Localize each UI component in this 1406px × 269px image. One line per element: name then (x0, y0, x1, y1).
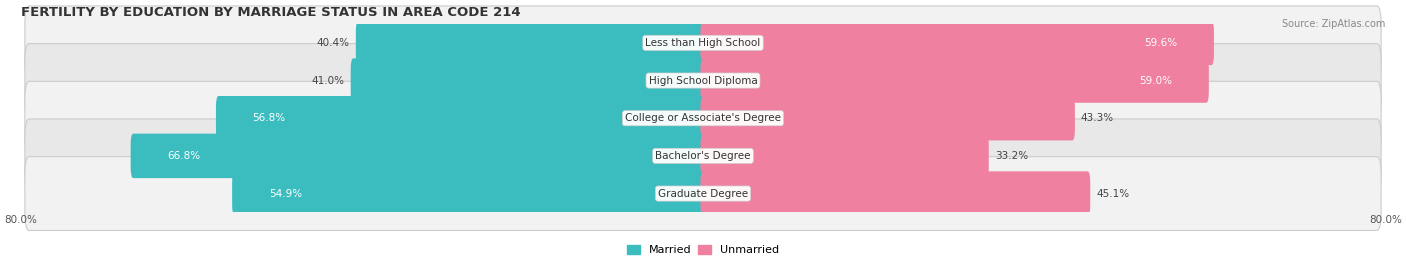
FancyBboxPatch shape (350, 58, 706, 103)
Text: 59.0%: 59.0% (1139, 76, 1173, 86)
Text: 33.2%: 33.2% (994, 151, 1028, 161)
FancyBboxPatch shape (25, 44, 1381, 118)
FancyBboxPatch shape (25, 157, 1381, 231)
Text: Less than High School: Less than High School (645, 38, 761, 48)
Legend: Married, Unmarried: Married, Unmarried (621, 240, 785, 260)
Text: 41.0%: 41.0% (312, 76, 344, 86)
FancyBboxPatch shape (217, 96, 706, 140)
FancyBboxPatch shape (700, 58, 1209, 103)
FancyBboxPatch shape (700, 96, 1076, 140)
FancyBboxPatch shape (131, 134, 706, 178)
Text: College or Associate's Degree: College or Associate's Degree (626, 113, 780, 123)
Text: 66.8%: 66.8% (167, 151, 201, 161)
FancyBboxPatch shape (232, 171, 706, 216)
Text: Source: ZipAtlas.com: Source: ZipAtlas.com (1281, 19, 1385, 29)
FancyBboxPatch shape (25, 119, 1381, 193)
Text: 59.6%: 59.6% (1144, 38, 1177, 48)
Text: 43.3%: 43.3% (1081, 113, 1114, 123)
Text: Graduate Degree: Graduate Degree (658, 189, 748, 199)
Text: High School Diploma: High School Diploma (648, 76, 758, 86)
Text: 56.8%: 56.8% (253, 113, 285, 123)
FancyBboxPatch shape (25, 6, 1381, 80)
Text: FERTILITY BY EDUCATION BY MARRIAGE STATUS IN AREA CODE 214: FERTILITY BY EDUCATION BY MARRIAGE STATU… (21, 6, 520, 19)
Text: 54.9%: 54.9% (269, 189, 302, 199)
FancyBboxPatch shape (700, 134, 988, 178)
FancyBboxPatch shape (700, 171, 1090, 216)
FancyBboxPatch shape (700, 21, 1213, 65)
Text: Bachelor's Degree: Bachelor's Degree (655, 151, 751, 161)
Text: 40.4%: 40.4% (316, 38, 350, 48)
FancyBboxPatch shape (356, 21, 706, 65)
Text: 45.1%: 45.1% (1097, 189, 1129, 199)
FancyBboxPatch shape (25, 81, 1381, 155)
